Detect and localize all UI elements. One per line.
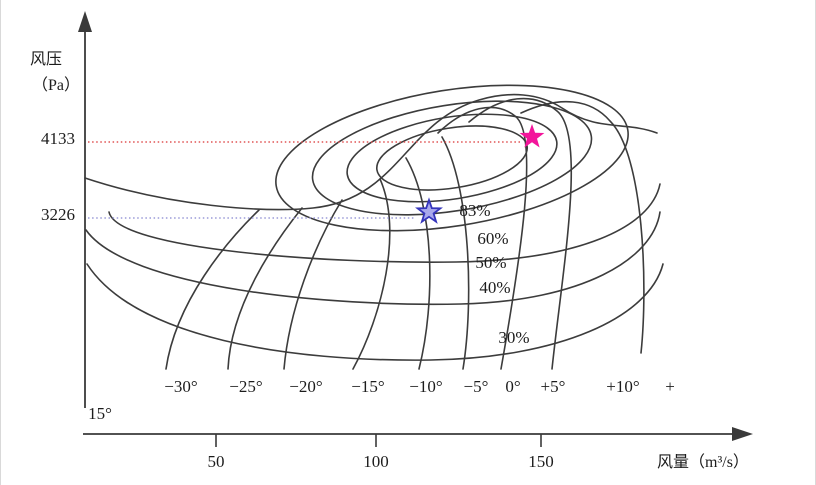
blade-curve-minus-25 bbox=[227, 207, 303, 370]
angle-label-minus-10: −10° bbox=[409, 377, 442, 396]
efficiency-contour-50 bbox=[108, 183, 661, 263]
operating-point-star-blue bbox=[417, 200, 441, 222]
efficiency-label-50: 50% bbox=[475, 253, 506, 272]
efficiency-contour-innermost bbox=[375, 125, 529, 191]
angle-label-0: 0° bbox=[505, 377, 520, 396]
blade-curve-0 bbox=[437, 106, 528, 370]
efficiency-contour-40 bbox=[85, 211, 661, 306]
blade-curve-minus-30 bbox=[165, 209, 260, 370]
blade-curve-plus-10 bbox=[520, 100, 645, 354]
x-axis-arrow bbox=[732, 427, 753, 441]
angle-label-plus-sign: + bbox=[665, 377, 675, 396]
angle-label-minus-5: −5° bbox=[464, 377, 489, 396]
efficiency-label-60: 60% bbox=[477, 229, 508, 248]
blade-curve-plus-5 bbox=[468, 97, 573, 370]
efficiency-contours bbox=[85, 84, 664, 361]
x-tick-label-50: 50 bbox=[208, 452, 225, 471]
x-tick-label-100: 100 bbox=[363, 452, 389, 471]
efficiency-contour-2 bbox=[346, 113, 558, 203]
x-tick-label-150: 150 bbox=[528, 452, 554, 471]
angle-label-minus-20: −20° bbox=[289, 377, 322, 396]
operating-point-star-blue-outline bbox=[415, 197, 443, 224]
angle-label-plus-5: +5° bbox=[541, 377, 566, 396]
y-axis-title-line1: 风压 bbox=[30, 51, 62, 68]
blade-curve-minus-5 bbox=[441, 136, 470, 370]
stall-envelope-curve bbox=[84, 93, 658, 211]
y-axis-arrow bbox=[78, 11, 92, 32]
blade-angle-labels: −30° −25° −20° −15° −10° −5° 0° +5° +10°… bbox=[88, 377, 675, 423]
y-axis-title-line2: （Pa） bbox=[32, 76, 80, 94]
angle-label-minus-15: −15° bbox=[351, 377, 384, 396]
angle-label-minus-25: −25° bbox=[229, 377, 262, 396]
axes bbox=[78, 11, 753, 447]
efficiency-labels: 83% 60% 50% 40% 30% bbox=[459, 201, 529, 347]
efficiency-label-83: 83% bbox=[459, 201, 490, 220]
efficiency-contour-4 bbox=[275, 84, 629, 232]
efficiency-label-30: 30% bbox=[498, 328, 529, 347]
angle-label-plus-10: +10° bbox=[606, 377, 639, 396]
blade-curve-minus-10 bbox=[405, 157, 431, 370]
efficiency-contour-30 bbox=[86, 263, 664, 361]
efficiency-label-40: 40% bbox=[479, 278, 510, 297]
x-axis-title: 风量（m³/s） bbox=[657, 453, 749, 471]
blade-angle-curves bbox=[165, 97, 645, 370]
angle-label-minus-30: −30° bbox=[164, 377, 197, 396]
efficiency-contour-3 bbox=[311, 100, 593, 216]
angle-label-wrapped-15: 15° bbox=[88, 404, 112, 423]
y-tick-label-3226: 3226 bbox=[41, 205, 75, 224]
operating-point-star-magenta bbox=[519, 124, 545, 148]
blade-curve-minus-20 bbox=[283, 199, 343, 370]
y-tick-label-4133: 4133 bbox=[41, 129, 75, 148]
blade-curve-minus-15 bbox=[352, 178, 391, 370]
